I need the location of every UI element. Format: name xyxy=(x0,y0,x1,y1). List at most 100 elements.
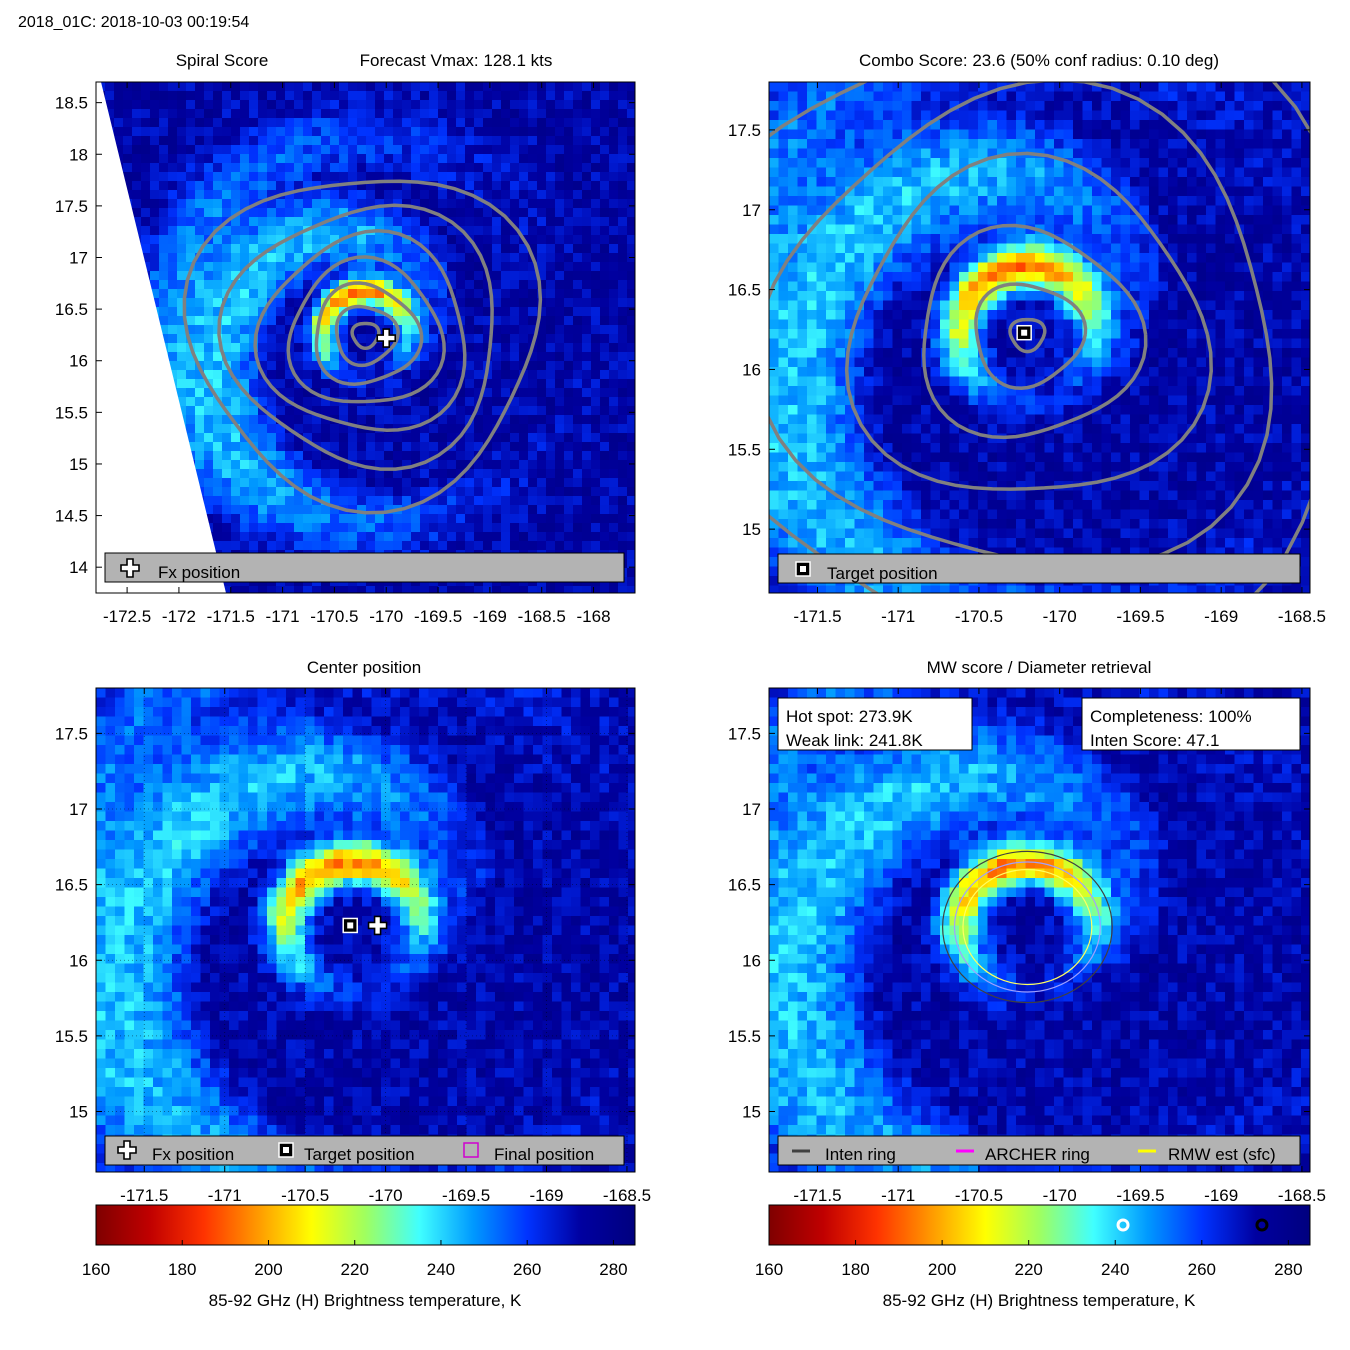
colorbar-left-label: 85-92 GHz (H) Brightness temperature, K xyxy=(209,1291,522,1310)
mw-rings xyxy=(941,850,1113,1004)
x-tick-label: -171 xyxy=(881,607,915,626)
mw-plot: -171.5 -171 -170.5 -170 -169.5 -169 -168.5 15 15… xyxy=(728,687,1326,1205)
contour-line xyxy=(286,255,446,404)
contour-line xyxy=(334,304,400,368)
contour-line xyxy=(253,228,467,432)
colorbar-tick-label: 280 xyxy=(599,1260,627,1279)
target-position-marker-core xyxy=(1021,329,1028,336)
center-legend: Fx position Target position Final positi… xyxy=(104,1135,625,1166)
y-tick-label: 17 xyxy=(742,800,761,819)
x-tick-label: -172.5 xyxy=(103,607,151,626)
x-tick-label: -169 xyxy=(1204,607,1238,626)
center-grid xyxy=(96,688,635,1172)
y-tick-label: 16 xyxy=(742,360,761,379)
mw-legend-inten-label: Inten ring xyxy=(825,1145,896,1164)
x-tick-label: -171.5 xyxy=(793,1186,841,1205)
y-tick-label: 16.5 xyxy=(55,300,88,319)
x-tick-label: -171.5 xyxy=(207,607,255,626)
contour-line xyxy=(844,151,1213,491)
center-frame xyxy=(95,687,636,1173)
y-tick-label: 16 xyxy=(742,951,761,970)
contour-line xyxy=(974,282,1088,391)
ring-inten-ring xyxy=(941,850,1113,1004)
colorbar-tick-label: 220 xyxy=(1014,1260,1042,1279)
spiral-legend-box xyxy=(104,552,625,583)
x-tick-label: -170.5 xyxy=(955,1186,1003,1205)
mw-tb-field xyxy=(769,688,1310,1172)
x-tick-label: -169.5 xyxy=(1116,607,1164,626)
target-position-marker-core xyxy=(283,1147,289,1153)
panel-center: Center position -171.5 -171 -170.5 -170 -169… xyxy=(55,658,651,1205)
mw-info-right: Completeness: 100% Inten Score: 47.1 xyxy=(1081,697,1301,751)
combo-legend-target-label: Target position xyxy=(827,564,938,583)
y-tick-label: 17.5 xyxy=(55,724,88,743)
x-tick-label: -171.5 xyxy=(120,1186,168,1205)
x-tick-label: -168.5 xyxy=(1278,1186,1326,1205)
x-tick-label: -168.5 xyxy=(518,607,566,626)
spiral-vmax: Forecast Vmax: 128.1 kts xyxy=(360,51,553,70)
center-tb-field xyxy=(96,688,635,1172)
mw-info-left: Hot spot: 273.9K Weak link: 241.8K xyxy=(777,697,973,751)
swath-edge xyxy=(96,82,226,593)
x-tick-label: -170.5 xyxy=(281,1186,329,1205)
x-tick-label: -170 xyxy=(1043,1186,1077,1205)
y-tick-label: 16.5 xyxy=(728,876,761,895)
colorbar-tick-label: 200 xyxy=(254,1260,282,1279)
x-tick-label: -168.5 xyxy=(603,1186,651,1205)
cb-right-bar xyxy=(768,1204,1311,1246)
mw-info-left-box xyxy=(777,697,973,751)
y-tick-label: 17.5 xyxy=(728,724,761,743)
combo-legend-box xyxy=(777,553,1301,584)
x-tick-label: -171 xyxy=(881,1186,915,1205)
colorbar-left: 85-92 GHz (H) Brightness temperature, K … xyxy=(82,1204,636,1310)
panel-combo: Combo Score: 23.6 (50% conf radius: 0.10… xyxy=(728,51,1326,626)
mw-hotspot: Hot spot: 273.9K xyxy=(786,707,913,726)
mw-completeness: Completeness: 100% xyxy=(1090,707,1252,726)
spiral-legend: Fx position xyxy=(104,552,625,583)
colorbar-tick-label: 220 xyxy=(341,1260,369,1279)
y-tick-label: 14.5 xyxy=(55,507,88,526)
y-tick-label: 15.5 xyxy=(728,440,761,459)
spiral-title: Spiral Score xyxy=(176,51,269,70)
mw-frame xyxy=(768,687,1311,1173)
timestamp: 2018_01C: 2018-10-03 00:19:54 xyxy=(18,14,249,31)
fx-position-marker xyxy=(367,915,388,936)
panel-spiral: Spiral Score Forecast Vmax: 128.1 kts -1… xyxy=(55,51,636,626)
x-tick-label: -169.5 xyxy=(414,607,462,626)
colorbar-right: 85-92 GHz (H) Brightness temperature, K … xyxy=(755,1204,1311,1310)
y-tick-label: 16.5 xyxy=(55,876,88,895)
combo-title: Combo Score: 23.6 (50% conf radius: 0.10… xyxy=(859,51,1219,70)
colorbar-tick-label: 160 xyxy=(82,1260,110,1279)
x-tick-label: -169 xyxy=(1204,1186,1238,1205)
x-tick-label: -169 xyxy=(473,607,507,626)
y-tick-label: 17 xyxy=(69,248,88,267)
target-position-marker-core xyxy=(800,566,806,572)
y-tick-label: 15 xyxy=(69,1103,88,1122)
final-position-marker xyxy=(463,1142,479,1158)
x-tick-label: -169.5 xyxy=(442,1186,490,1205)
fx-position-marker xyxy=(376,328,397,348)
colorbar-value-marker xyxy=(1255,1218,1269,1232)
y-tick-label: 18 xyxy=(69,145,88,164)
mw-legend: Inten ring ARCHER ring RMW est (sfc) xyxy=(777,1135,1301,1166)
center-legend-fx-label: Fx position xyxy=(152,1145,234,1164)
colorbar-tick-label: 160 xyxy=(755,1260,783,1279)
x-tick-label: -170.5 xyxy=(955,607,1003,626)
mw-legend-archer-label: ARCHER ring xyxy=(985,1145,1090,1164)
mw-intenscore: Inten Score: 47.1 xyxy=(1090,731,1219,750)
contour-line xyxy=(314,281,424,386)
y-tick-label: 15 xyxy=(69,455,88,474)
contour-line xyxy=(922,223,1148,440)
y-tick-label: 15.5 xyxy=(728,1027,761,1046)
y-tick-label: 17.5 xyxy=(728,121,761,140)
contour-line xyxy=(350,321,381,351)
fx-position-marker xyxy=(117,1140,137,1160)
y-tick-label: 18.5 xyxy=(55,94,88,113)
x-tick-label: -171.5 xyxy=(793,607,841,626)
y-tick-label: 16 xyxy=(69,951,88,970)
combo-frame xyxy=(768,81,1311,594)
center-legend-final-label: Final position xyxy=(494,1145,594,1164)
spiral-contours xyxy=(182,179,543,515)
spiral-plot: -172.5 -172 -171.5 -171 -170.5 -170 -169.5 -169… xyxy=(55,81,636,626)
